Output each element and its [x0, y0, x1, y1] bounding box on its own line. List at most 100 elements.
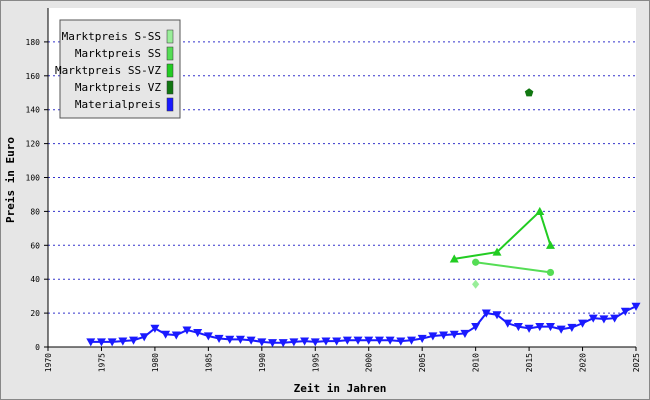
- x-tick-label: 1975: [97, 353, 106, 372]
- data-point: [578, 319, 588, 328]
- data-point: [214, 334, 224, 344]
- y-axis-label: Preis in Euro: [4, 137, 17, 223]
- x-tick-label: 1980: [151, 353, 160, 372]
- legend-swatch: [166, 29, 174, 44]
- data-point: [278, 339, 288, 348]
- data-point: [545, 323, 555, 332]
- data-point: [610, 314, 620, 323]
- data-point: [546, 268, 555, 277]
- data-point: [310, 338, 320, 347]
- data-point: [417, 334, 427, 344]
- data-point: [471, 323, 481, 332]
- legend-label: Marktpreis VZ: [75, 81, 161, 94]
- data-point: [86, 338, 96, 347]
- x-tick-label: 1970: [44, 353, 53, 372]
- x-tick-label: 2015: [525, 353, 534, 372]
- data-point: [503, 319, 513, 328]
- x-tick-label: 1990: [258, 353, 267, 372]
- series-line: [475, 261, 551, 274]
- series-line: [454, 209, 552, 260]
- data-point: [129, 336, 139, 345]
- data-point: [385, 336, 395, 345]
- data-point: [332, 337, 342, 346]
- data-point: [545, 240, 555, 249]
- data-point: [96, 338, 106, 347]
- y-tick-label: 20: [30, 309, 40, 318]
- y-tick-label: 100: [26, 174, 41, 183]
- data-point: [492, 311, 502, 320]
- x-tick-label: 2010: [472, 353, 481, 372]
- y-tick-label: 160: [26, 72, 41, 81]
- legend-swatch: [166, 97, 174, 112]
- data-point: [599, 315, 609, 324]
- legend-swatch: [166, 46, 174, 61]
- data-point: [182, 326, 192, 335]
- data-point: [449, 330, 459, 339]
- data-point: [481, 309, 491, 318]
- data-point: [428, 332, 438, 341]
- legend-box: [59, 19, 181, 119]
- y-tick-label: 80: [30, 207, 40, 216]
- data-point: [524, 324, 534, 333]
- legend-label: Materialpreis: [75, 98, 161, 111]
- x-tick-label: 2005: [418, 353, 427, 372]
- data-point: [588, 314, 598, 323]
- data-point: [460, 329, 470, 338]
- data-point: [364, 336, 374, 345]
- data-point: [396, 337, 406, 346]
- data-point: [235, 335, 245, 344]
- legend: Marktpreis S-SS Marktpreis SS Marktpreis S…: [55, 19, 181, 119]
- data-point: [203, 332, 213, 341]
- data-point: [107, 338, 117, 347]
- data-point: [406, 336, 416, 345]
- y-tick-label: 40: [30, 275, 40, 284]
- x-tick-label: 2025: [632, 353, 641, 372]
- y-tick-label: 140: [26, 106, 41, 115]
- data-point: [193, 328, 203, 338]
- series-line: [90, 305, 637, 344]
- x-tick-label: 2000: [365, 353, 374, 372]
- legend-label: Marktpreis SS-VZ: [55, 64, 161, 77]
- data-point: [556, 325, 566, 334]
- y-tick-label: 0: [35, 343, 40, 352]
- data-point: [620, 307, 630, 316]
- legend-label: Marktpreis SS: [75, 47, 161, 60]
- data-point: [524, 88, 534, 97]
- legend-label: Marktpreis S-SS: [62, 30, 161, 43]
- data-point: [535, 206, 545, 215]
- data-point: [150, 324, 160, 333]
- y-tick-label: 120: [26, 140, 41, 149]
- data-point: [449, 254, 459, 263]
- data-point: [492, 247, 502, 256]
- data-point: [161, 330, 171, 339]
- legend-swatch: [166, 80, 174, 95]
- data-point: [225, 335, 235, 344]
- x-tick-label: 2020: [579, 353, 588, 372]
- data-point: [246, 336, 256, 345]
- x-tick-label: 1985: [204, 353, 213, 372]
- data-point: [268, 339, 278, 348]
- data-point: [353, 336, 363, 345]
- data-point: [321, 337, 331, 346]
- data-point: [439, 331, 449, 340]
- data-point: [118, 337, 128, 346]
- data-point: [342, 336, 352, 345]
- data-point: [289, 338, 299, 347]
- data-point: [567, 323, 577, 333]
- legend-swatch: [166, 63, 174, 78]
- data-point: [374, 336, 384, 345]
- data-point: [513, 323, 523, 332]
- x-axis-label: Zeit in Jahren: [294, 382, 387, 395]
- y-tick-label: 180: [26, 38, 41, 47]
- x-tick-label: 1995: [311, 353, 320, 372]
- data-point: [631, 302, 641, 311]
- data-point: [300, 337, 310, 346]
- data-point: [472, 279, 480, 289]
- y-tick-label: 60: [30, 241, 40, 250]
- data-point: [535, 323, 545, 332]
- data-point: [171, 331, 181, 340]
- data-point: [139, 333, 149, 342]
- data-point: [472, 258, 480, 266]
- data-point: [257, 338, 267, 347]
